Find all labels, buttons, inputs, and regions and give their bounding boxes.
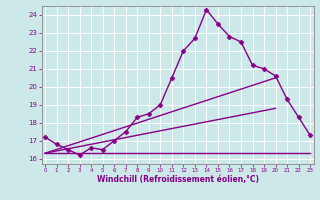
- X-axis label: Windchill (Refroidissement éolien,°C): Windchill (Refroidissement éolien,°C): [97, 175, 259, 184]
